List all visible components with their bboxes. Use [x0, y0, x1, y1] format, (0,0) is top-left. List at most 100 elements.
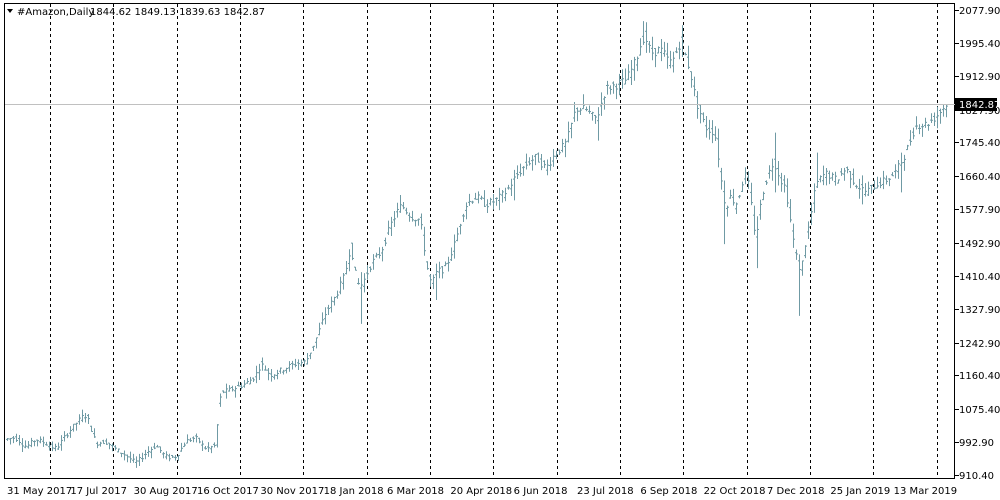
ohlc-bar [363, 273, 366, 293]
ohlc-bar [732, 188, 735, 206]
ohlc-bar [36, 439, 39, 447]
ohlc-bar [378, 247, 381, 259]
ohlc-bar [585, 106, 588, 112]
ohlc-bar [618, 73, 621, 96]
time-tick-label: 6 Jun 2018 [514, 486, 568, 497]
ohlc-bar [840, 168, 843, 176]
ohlc-bar [303, 359, 306, 367]
ohlc-bar [177, 454, 180, 461]
ohlc-bar [96, 441, 99, 449]
ohlc-bar [393, 211, 396, 228]
ohlc-bar [891, 172, 894, 177]
ohlc-bar [345, 260, 348, 275]
ohlc-bar [723, 180, 726, 245]
ohlc-bar [477, 191, 480, 204]
ohlc-bar [522, 166, 525, 176]
ohlc-bar [327, 304, 330, 315]
ohlc-bar [636, 56, 639, 72]
ohlc-bar [834, 171, 837, 186]
ohlc-bar [267, 367, 270, 381]
ohlc-bar [45, 441, 48, 446]
ohlc-bar [945, 104, 948, 118]
ohlc-bar [456, 227, 459, 242]
dropdown-triangle-icon[interactable] [7, 9, 13, 13]
ohlc-bar [141, 452, 144, 463]
price-tick-label: 1160.40 [959, 371, 1000, 382]
ohlc-bar [705, 116, 708, 138]
ohlc-bar [933, 112, 936, 127]
price-tick-label: 1410.40 [959, 272, 1000, 283]
ohlc-bar [597, 107, 600, 141]
ohlc-bar [288, 361, 291, 372]
ohlc-bar [603, 96, 606, 110]
ohlc-bar [153, 442, 156, 450]
ohlc-bar [312, 345, 315, 352]
ohlc-bar [381, 246, 384, 262]
time-tick-label: 22 Oct 2018 [704, 486, 766, 497]
ohlc-bar [885, 175, 888, 185]
ohlc-bar [408, 212, 411, 222]
ohlc-bar [651, 36, 654, 61]
ohlc-bar [621, 69, 624, 89]
ohlc-bar [726, 205, 729, 217]
ohlc-bar [486, 199, 489, 214]
ohlc-bar [192, 436, 195, 443]
ohlc-bar [918, 124, 921, 135]
ohlc-bar [75, 422, 78, 431]
ohlc-bar [219, 393, 222, 407]
ohlc-bar [471, 200, 474, 204]
ohlc-bar [525, 153, 528, 170]
ohlc-bar [33, 440, 36, 447]
ohlc-bar [144, 449, 147, 460]
ohlc-bar [162, 452, 165, 459]
ohlc-bar [615, 83, 618, 100]
last-price-label: 1842.87 [959, 100, 1000, 111]
ohlc-bar [48, 441, 51, 451]
ohlc-bar [12, 435, 15, 444]
ohlc-bar [942, 104, 945, 117]
ohlc-bar [786, 178, 789, 208]
ohlc-bar [792, 223, 795, 248]
ohlc-bar [708, 119, 711, 140]
ohlc-bar [261, 357, 264, 371]
ohlc-bar [90, 425, 93, 432]
ohlc-bar [867, 181, 870, 197]
ohlc-bar [648, 40, 651, 53]
ohlc-bar [321, 312, 324, 325]
ohlc-bar [777, 161, 780, 186]
ohlc-bar [114, 445, 117, 451]
ohlc-bar [765, 180, 768, 185]
ohlc-bar [762, 191, 765, 201]
ohlc-bar [633, 56, 636, 81]
ohlc-bar [72, 423, 75, 432]
ohlc-bar [168, 453, 171, 462]
ohlc-bar [909, 130, 912, 146]
ohlc-bar [630, 60, 633, 86]
ohlc-bar [123, 450, 126, 461]
ohlc-bar [849, 170, 852, 189]
ohlc-bar [318, 322, 321, 336]
ohlc-bar [711, 120, 714, 144]
ohlc-bar [210, 445, 213, 454]
price-tick-label: 1995.40 [959, 39, 1000, 50]
ohlc-bar [558, 149, 561, 156]
ohlc-bar [426, 261, 429, 270]
ohlc-bar [129, 451, 132, 463]
ohlc-bar [213, 442, 216, 448]
ohlc-bar [234, 386, 237, 398]
ohlc-bar [915, 116, 918, 130]
time-tick-label: 31 May 2017 [7, 486, 72, 497]
ohlc-bar [855, 184, 858, 189]
ohlc-bar [57, 442, 60, 450]
ohlc-bar [51, 441, 54, 452]
ohlc-bar [309, 352, 312, 360]
vertical-grid [50, 4, 938, 478]
ohlc-bar [387, 220, 390, 236]
time-tick-label: 16 Oct 2017 [197, 486, 259, 497]
ohlc-bar [324, 307, 327, 325]
ohlc-bar [417, 218, 420, 226]
ohlc-bar [21, 438, 24, 452]
price-tick-label: 2077.90 [959, 6, 1000, 17]
